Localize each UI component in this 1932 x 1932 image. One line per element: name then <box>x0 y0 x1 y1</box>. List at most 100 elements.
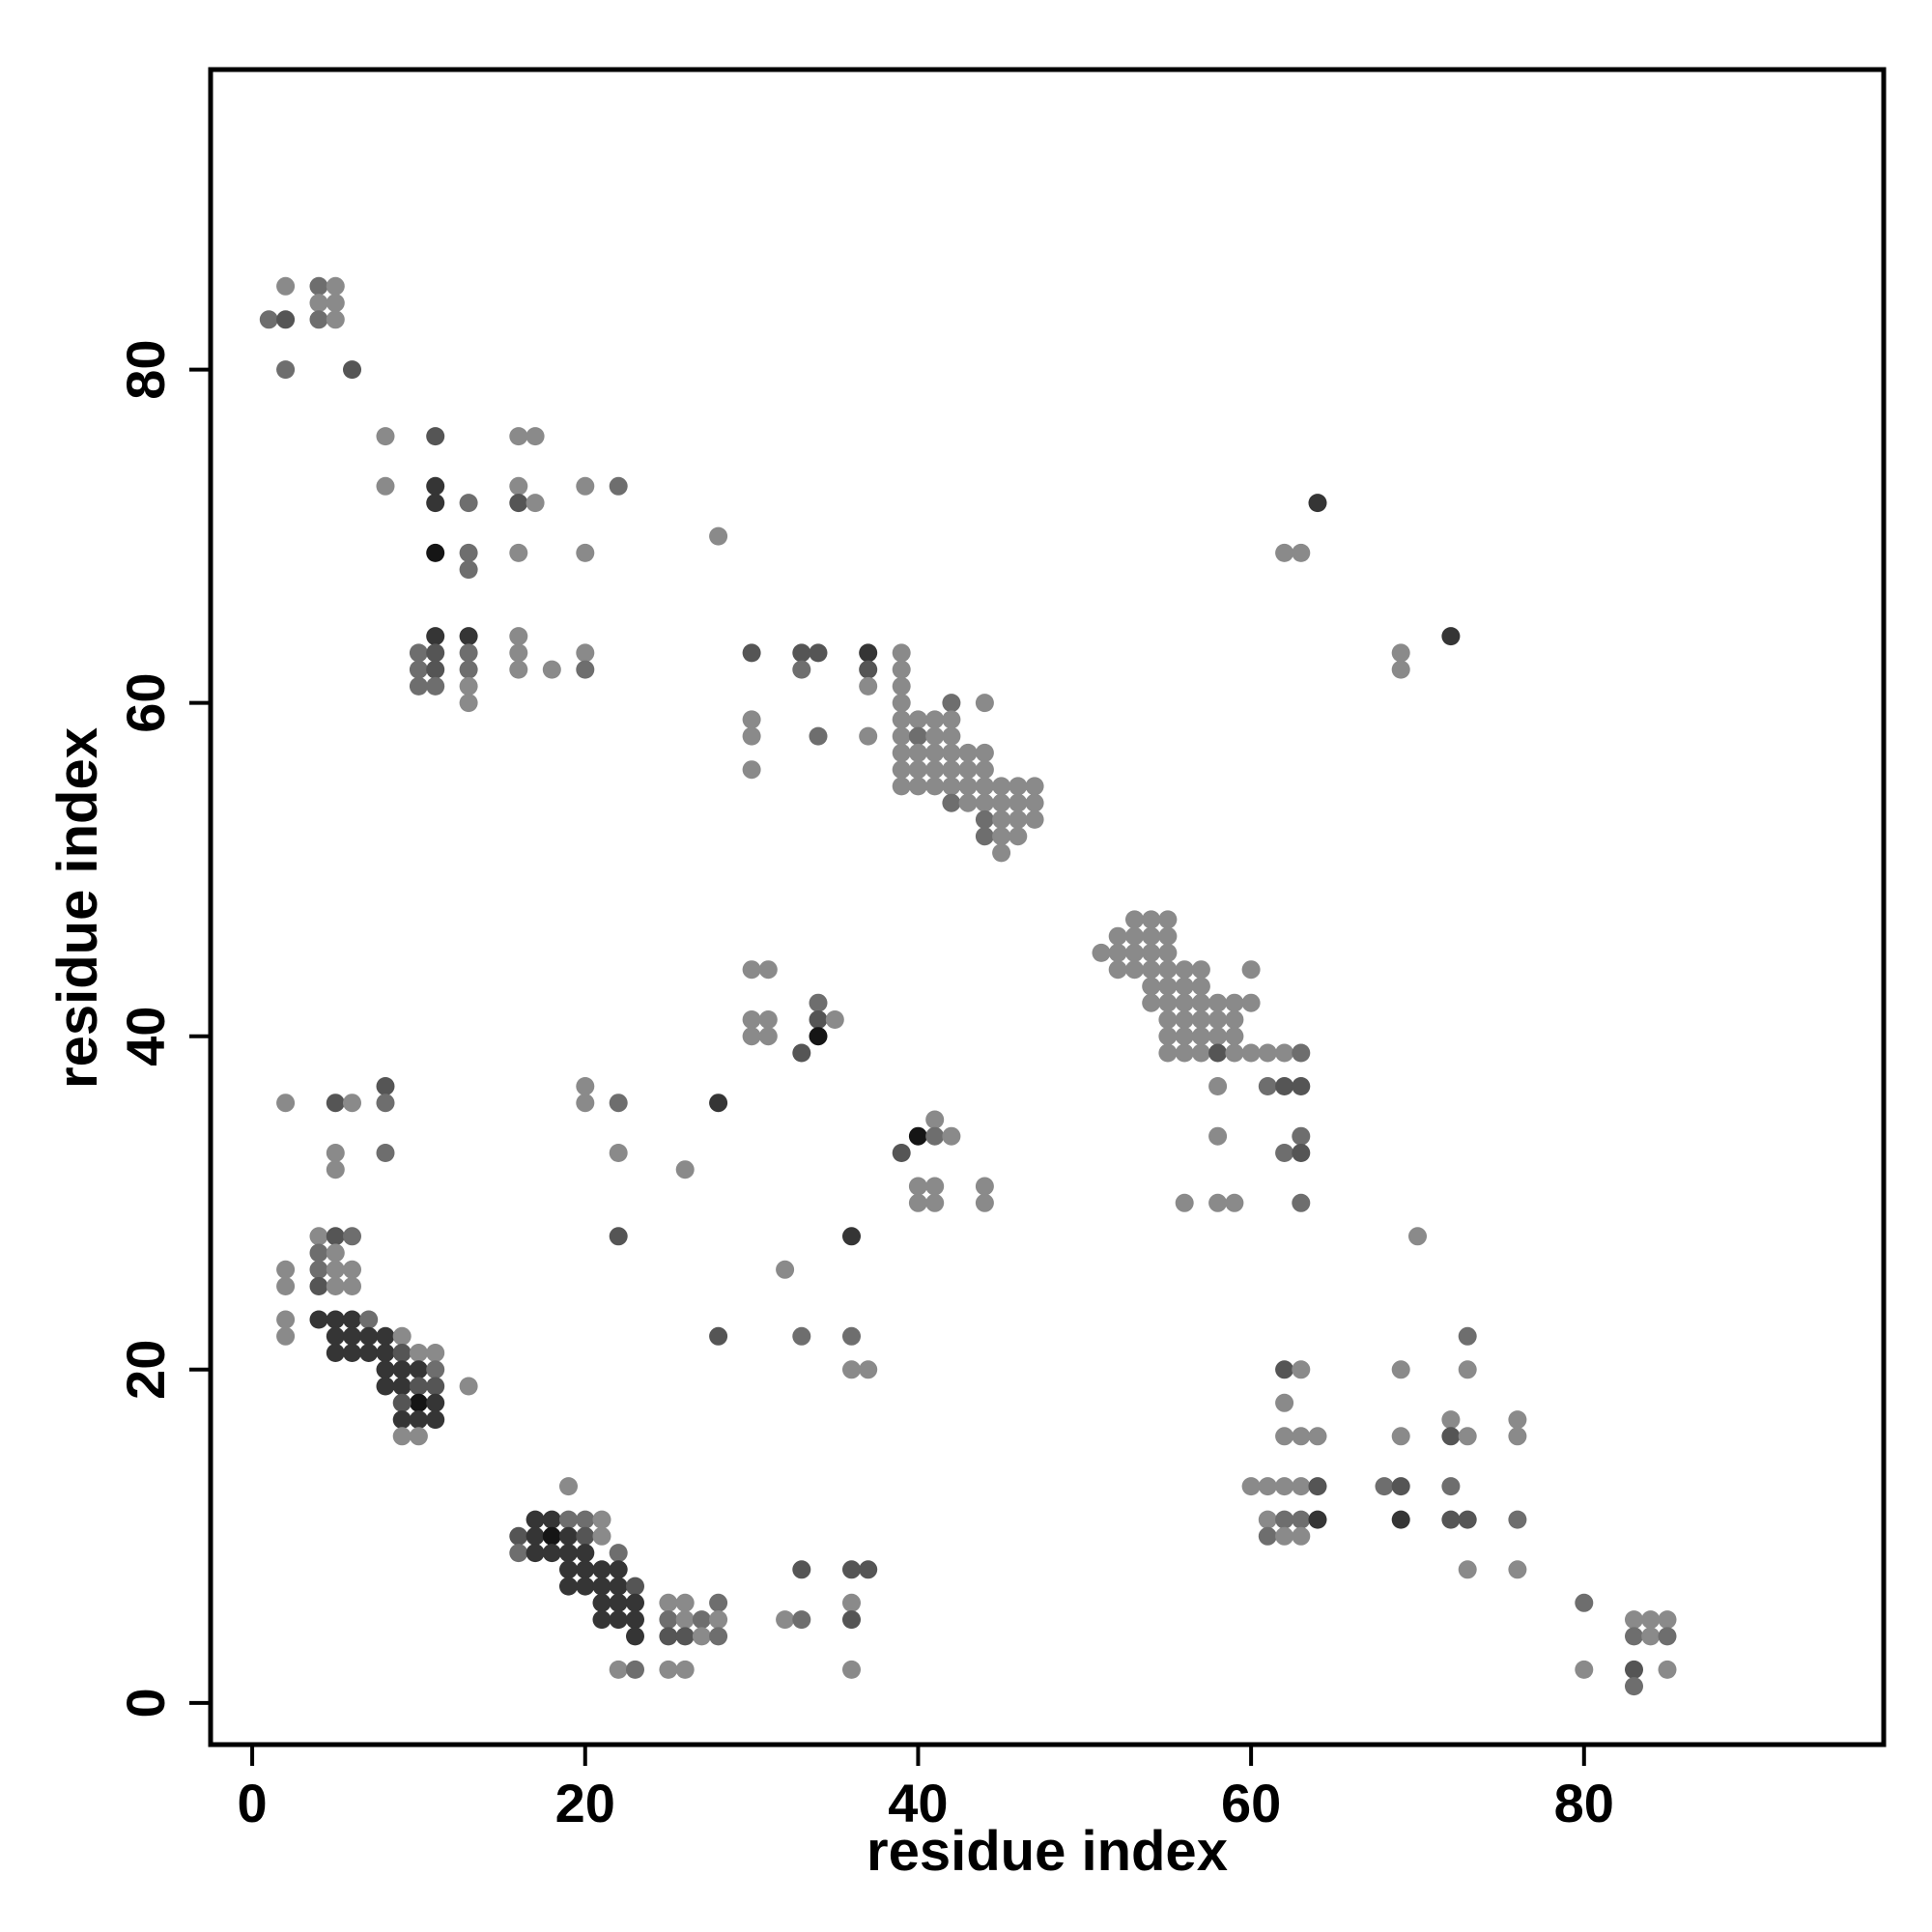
contact-point <box>1625 1677 1643 1696</box>
contact-point <box>609 1094 628 1113</box>
contact-point <box>626 1577 644 1596</box>
contact-point <box>809 1010 828 1029</box>
contact-point <box>1625 1660 1643 1679</box>
contact-point <box>509 427 528 446</box>
contact-point <box>392 1360 412 1379</box>
contact-point <box>859 1560 878 1579</box>
contact-point <box>958 777 978 796</box>
contact-point <box>542 1526 561 1546</box>
contact-point <box>426 1377 445 1396</box>
contact-point <box>343 1344 361 1362</box>
contact-point <box>1508 1510 1527 1529</box>
contact-point <box>709 1326 728 1346</box>
contact-point <box>776 1610 795 1630</box>
contact-point <box>409 1360 428 1379</box>
contact-point <box>1308 1427 1327 1446</box>
contact-point <box>459 1377 478 1396</box>
contact-point <box>409 1410 428 1430</box>
x-tick-label: 0 <box>238 1773 268 1833</box>
contact-point <box>1441 1427 1461 1446</box>
contact-point <box>1391 1510 1410 1529</box>
contact-point <box>1175 1027 1194 1046</box>
plot-frame <box>208 67 1887 1747</box>
contact-point <box>426 1410 445 1430</box>
contact-point <box>1292 1193 1311 1212</box>
contact-point <box>376 1144 395 1162</box>
contact-point <box>426 543 445 562</box>
contact-point <box>1275 1526 1294 1546</box>
contact-point <box>459 560 478 580</box>
contact-point <box>309 1277 328 1295</box>
contact-point <box>809 726 828 746</box>
contact-point <box>576 1077 595 1095</box>
contact-point <box>309 310 328 329</box>
contact-point <box>975 777 994 796</box>
contact-point <box>276 1094 296 1113</box>
contact-point <box>276 310 296 329</box>
contact-point <box>1508 1410 1527 1430</box>
contact-point <box>958 760 978 780</box>
contact-point <box>659 1627 678 1646</box>
contact-point <box>392 1326 412 1346</box>
contact-point <box>975 793 994 812</box>
contact-point <box>709 1627 728 1646</box>
contact-point <box>908 1177 927 1196</box>
contact-point <box>343 360 361 380</box>
contact-point <box>376 1326 395 1346</box>
contact-point <box>908 760 927 780</box>
contact-point <box>309 276 328 296</box>
contact-point <box>925 1193 945 1212</box>
contact-point <box>975 760 994 780</box>
contact-point <box>792 643 811 663</box>
contact-point <box>576 1544 595 1563</box>
contact-point <box>1292 1077 1311 1095</box>
contact-point <box>1142 943 1161 962</box>
contact-point <box>392 1427 412 1446</box>
contact-point <box>942 777 961 796</box>
contact-point <box>326 1144 345 1162</box>
contact-point <box>892 710 911 729</box>
contact-point <box>1009 827 1028 846</box>
contact-point <box>326 1260 345 1279</box>
contact-point <box>958 743 978 762</box>
contact-point <box>609 1560 628 1579</box>
contact-point <box>1575 1593 1594 1612</box>
x-tick-label: 80 <box>1554 1773 1614 1833</box>
contact-point <box>1158 993 1178 1012</box>
contact-point <box>326 1326 345 1346</box>
contact-point <box>1275 1510 1294 1529</box>
contact-point <box>1158 943 1178 962</box>
contact-point <box>892 1144 911 1162</box>
contact-point <box>925 777 945 796</box>
contact-point <box>925 743 945 762</box>
y-tick-label: 80 <box>115 339 176 399</box>
y-tick-label: 40 <box>115 1007 176 1066</box>
contact-point <box>942 726 961 746</box>
contact-point <box>526 494 545 513</box>
contact-point <box>1225 1027 1244 1046</box>
contact-point <box>559 1577 578 1596</box>
contact-point <box>792 1610 811 1630</box>
contact-point <box>626 1610 644 1630</box>
contact-point <box>626 1593 644 1612</box>
contact-point <box>1175 1193 1194 1212</box>
contact-point <box>742 643 761 663</box>
contact-point <box>1208 1010 1228 1029</box>
contact-point <box>326 1344 345 1362</box>
contact-point <box>992 810 1011 829</box>
contact-point <box>326 1243 345 1263</box>
contact-point <box>1292 1477 1311 1496</box>
contact-point <box>426 1344 445 1362</box>
contact-point <box>326 310 345 329</box>
contact-point <box>609 476 628 496</box>
contact-point <box>576 1510 595 1529</box>
contact-point <box>992 777 1011 796</box>
contact-point <box>1275 1144 1294 1162</box>
contact-point <box>859 726 878 746</box>
contact-point <box>1175 960 1194 980</box>
contact-point <box>758 1010 778 1029</box>
contact-point <box>1125 943 1144 962</box>
y-tick-label: 0 <box>115 1688 176 1718</box>
contact-point <box>576 1526 595 1546</box>
